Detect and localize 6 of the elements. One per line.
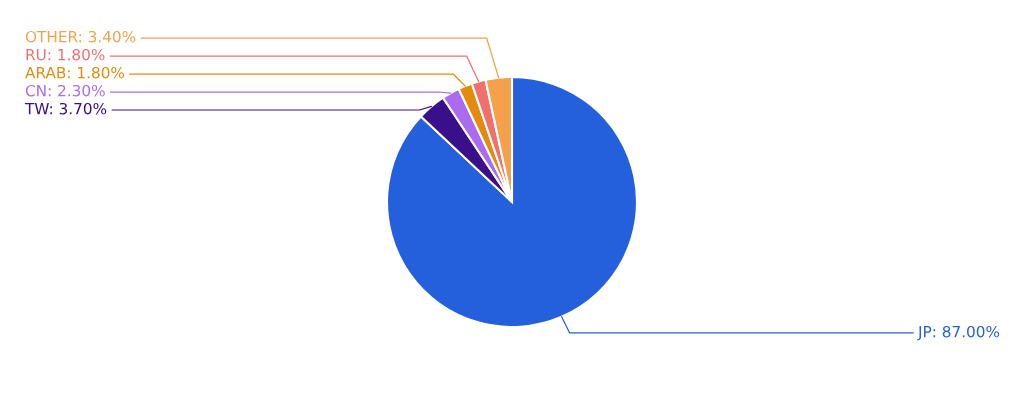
slice-label: RU: 1.80% (26, 48, 105, 61)
slice-label: OTHER: 3.40% (25, 30, 136, 43)
slice-label: ARAB: 1.80% (25, 66, 125, 79)
slice-label: CN: 2.30% (25, 84, 105, 97)
slice-label: TW: 3.70% (24, 102, 107, 115)
slice-label: JP: 87.00% (917, 325, 1000, 341)
